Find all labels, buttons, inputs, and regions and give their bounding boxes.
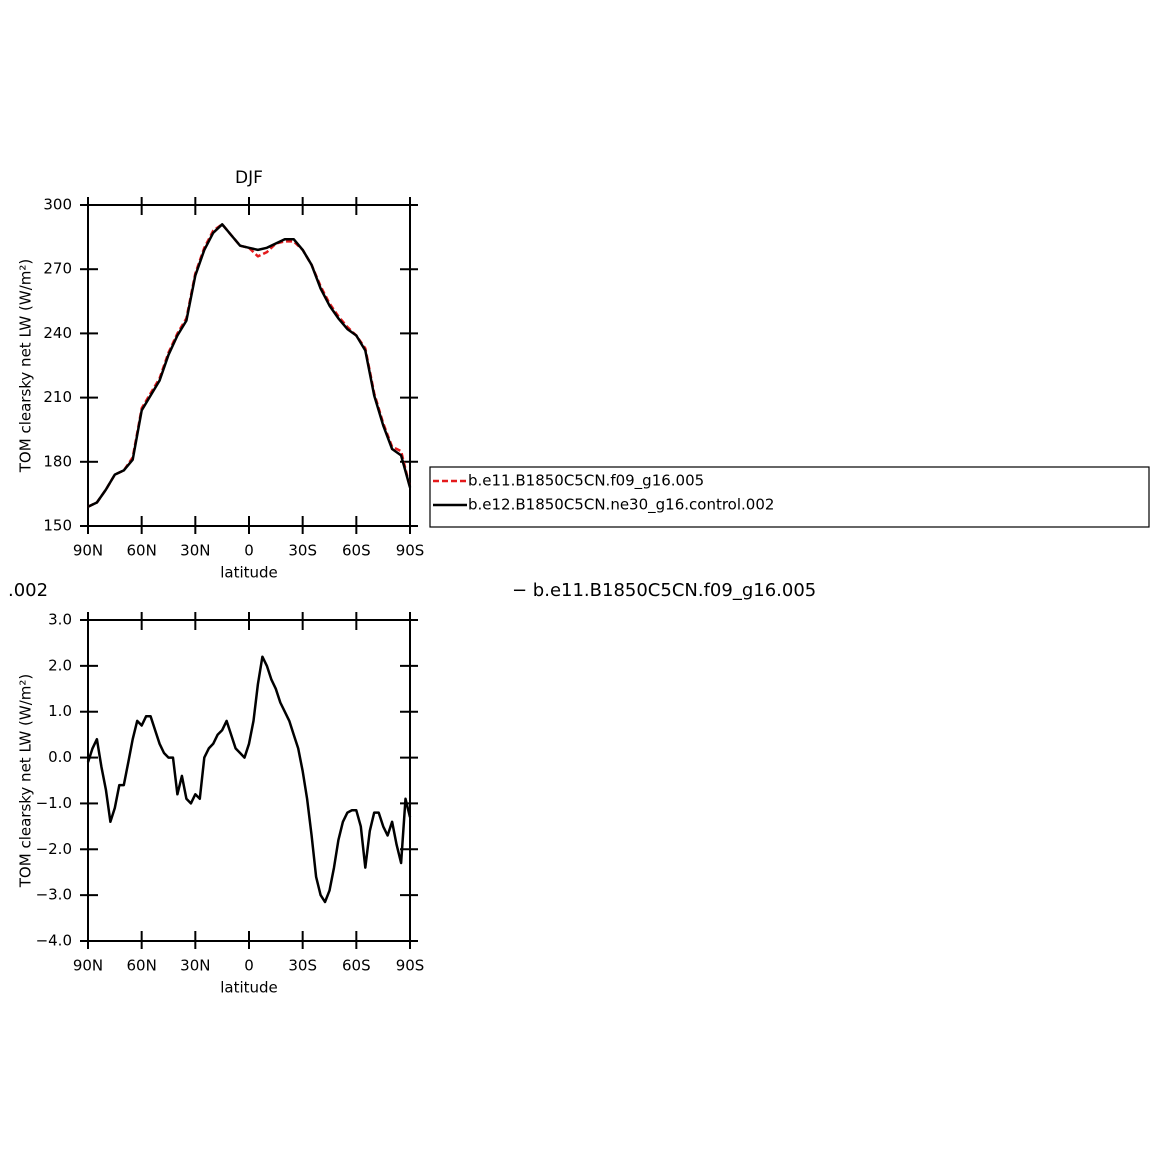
- x-tick-label: 90S: [396, 542, 425, 560]
- x-tick-label: 0: [244, 542, 254, 560]
- legend-label: b.e11.B1850C5CN.f09_g16.005: [468, 472, 704, 491]
- chart-title: DJF: [235, 168, 263, 188]
- y-axis-label: TOM clearsky net LW (W/m²): [17, 259, 35, 473]
- x-tick-label: 30S: [288, 957, 317, 975]
- y-tick-label: 210: [43, 388, 72, 406]
- annotation: .002: [8, 580, 48, 601]
- plot-frame: [87, 619, 411, 942]
- x-tick-label: 0: [244, 957, 254, 975]
- x-tick-label: 60N: [127, 957, 157, 975]
- y-tick-label: −4.0: [36, 932, 72, 950]
- x-axis-label: latitude: [220, 564, 278, 582]
- plot-frame: [87, 204, 411, 527]
- x-tick-label: 60N: [127, 542, 157, 560]
- legend-label: b.e12.B1850C5CN.ne30_g16.control.002: [468, 496, 774, 515]
- y-tick-label: 1.0: [48, 702, 72, 720]
- y-tick-label: −2.0: [36, 840, 72, 858]
- annotation: − b.e11.B1850C5CN.f09_g16.005: [512, 580, 816, 601]
- x-tick-label: 90S: [396, 957, 425, 975]
- data-line: [87, 223, 412, 508]
- y-tick-label: 2.0: [48, 656, 72, 674]
- x-tick-label: 30N: [180, 957, 210, 975]
- y-tick-label: 300: [43, 196, 72, 214]
- x-tick-label: 90N: [73, 957, 103, 975]
- x-tick-label: 90N: [73, 542, 103, 560]
- y-tick-label: 0.0: [48, 748, 72, 766]
- y-tick-label: 3.0: [48, 611, 72, 629]
- data-line: [86, 655, 412, 904]
- legend-box: [429, 466, 1150, 528]
- x-tick-label: 30N: [180, 542, 210, 560]
- x-tick-label: 60S: [342, 957, 371, 975]
- y-tick-label: −1.0: [36, 794, 72, 812]
- x-tick-label: 60S: [342, 542, 371, 560]
- y-tick-label: 180: [43, 452, 72, 470]
- x-tick-label: 30S: [288, 542, 317, 560]
- x-axis-label: latitude: [220, 979, 278, 997]
- y-tick-label: 240: [43, 324, 72, 342]
- y-tick-label: 150: [43, 517, 72, 535]
- data-line: [87, 223, 412, 508]
- y-tick-label: 270: [43, 260, 72, 278]
- y-axis-label: TOM clearsky net LW (W/m²): [17, 674, 35, 888]
- y-tick-label: −3.0: [36, 886, 72, 904]
